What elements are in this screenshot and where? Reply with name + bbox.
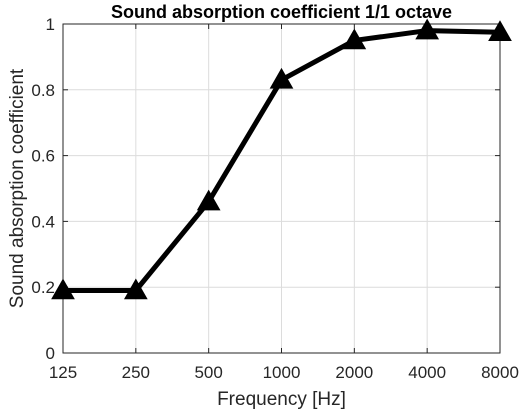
y-tick-label: 0.8 (31, 81, 55, 100)
data-point-marker (488, 20, 512, 41)
data-point-marker (51, 278, 75, 300)
series (51, 18, 512, 300)
data-point-marker (269, 67, 294, 89)
x-tick-label: 500 (194, 363, 222, 382)
x-tick-label: 8000 (481, 363, 519, 382)
data-point-marker (342, 28, 367, 50)
y-tick-label: 0.6 (31, 147, 55, 166)
x-tick-label: 4000 (408, 363, 446, 382)
data-point-marker (415, 18, 440, 40)
x-axis-label: Frequency [Hz] (217, 389, 346, 410)
data-point-marker (196, 189, 221, 211)
x-tick-label: 1000 (263, 363, 301, 382)
y-axis-label: Sound absorption coefficient (7, 68, 28, 308)
y-tick-label: 0.2 (31, 278, 55, 297)
tick-labels: 125 250 500 1000 2000 4000 8000 0 0.2 0.4 0.6 0.8 1 (31, 15, 519, 382)
data-point-marker (123, 278, 148, 300)
chart-title: Sound absorption coefficient 1/1 octave (111, 2, 452, 22)
y-tick-label: 0.4 (31, 212, 55, 231)
y-tick-label: 1 (46, 15, 55, 34)
x-tick-label: 2000 (335, 363, 373, 382)
x-tick-label: 250 (122, 363, 150, 382)
x-tick-label: 125 (49, 363, 77, 382)
y-tick-label: 0 (46, 344, 55, 363)
